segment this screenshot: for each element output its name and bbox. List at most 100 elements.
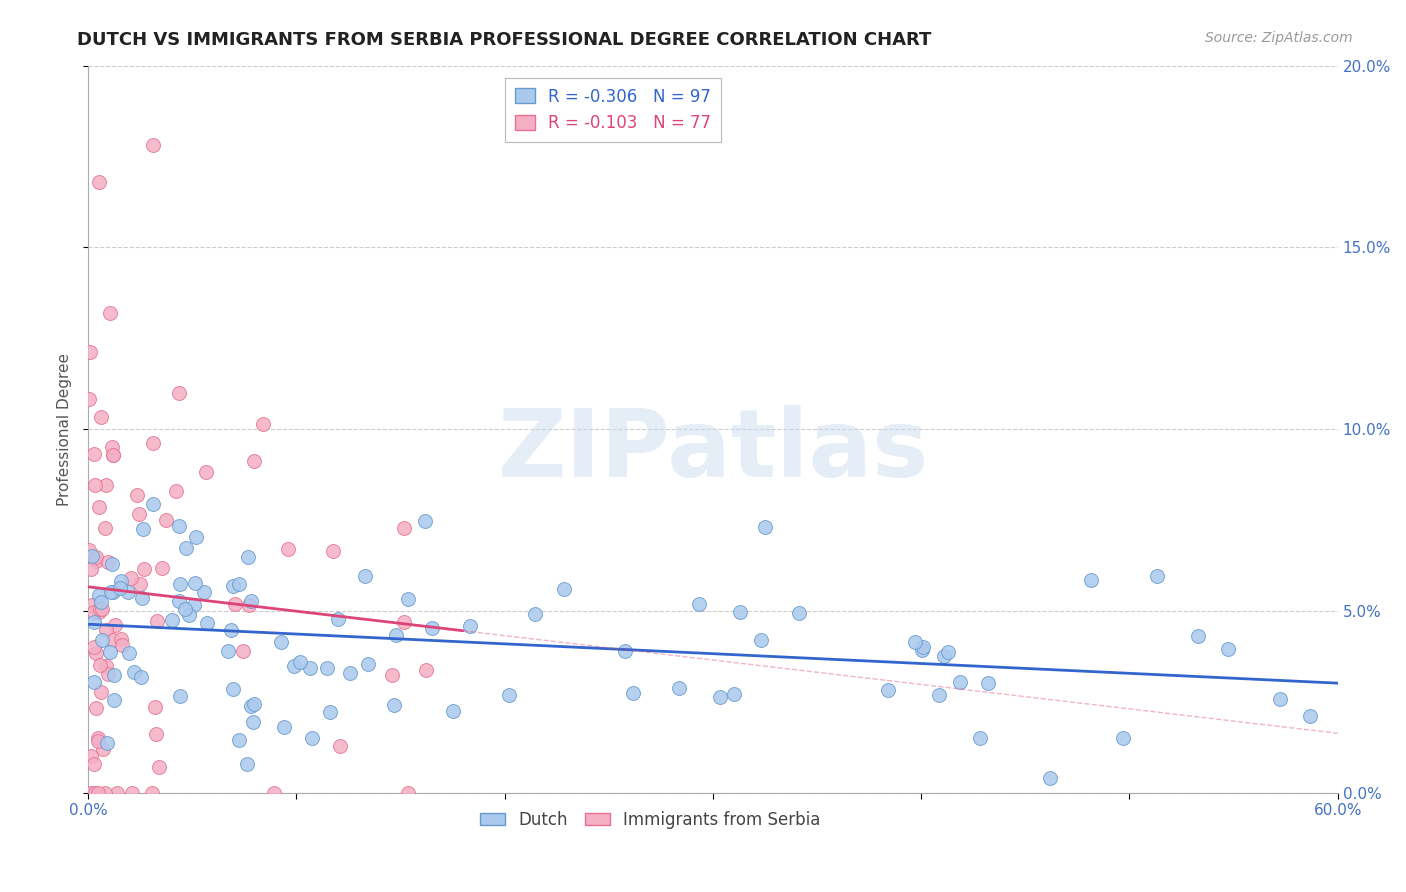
Point xyxy=(103,633,125,648)
Point xyxy=(1298,709,1320,723)
Point xyxy=(100,585,122,599)
Point xyxy=(236,549,259,564)
Point xyxy=(221,681,243,696)
Point xyxy=(277,542,299,557)
Point xyxy=(934,648,956,663)
Y-axis label: Professional Degree: Professional Degree xyxy=(58,352,72,506)
Point xyxy=(186,530,208,544)
Point xyxy=(127,487,149,501)
Point xyxy=(103,448,125,462)
Point xyxy=(120,571,142,585)
Point xyxy=(146,615,169,629)
Point xyxy=(100,440,122,454)
Legend: Dutch, Immigrants from Serbia: Dutch, Immigrants from Serbia xyxy=(474,804,827,835)
Point xyxy=(79,345,101,359)
Point xyxy=(160,613,183,627)
Point xyxy=(169,577,191,591)
Point xyxy=(420,621,443,635)
Point xyxy=(83,477,105,491)
Point xyxy=(110,632,132,647)
Point xyxy=(155,513,177,527)
Point xyxy=(232,643,254,657)
Point xyxy=(174,541,197,555)
Point xyxy=(83,605,105,619)
Point xyxy=(723,687,745,701)
Point xyxy=(263,786,285,800)
Point xyxy=(90,684,112,698)
Point xyxy=(83,446,105,460)
Point xyxy=(80,562,103,576)
Point xyxy=(89,658,111,673)
Point xyxy=(668,681,690,695)
Point xyxy=(87,786,110,800)
Point xyxy=(167,519,190,533)
Point xyxy=(243,697,266,711)
Point xyxy=(86,700,108,714)
Point xyxy=(240,699,263,714)
Point xyxy=(105,786,128,800)
Point xyxy=(90,595,112,609)
Point xyxy=(385,628,408,642)
Point xyxy=(83,615,105,629)
Point xyxy=(129,576,152,591)
Point xyxy=(441,704,464,718)
Point xyxy=(97,666,120,681)
Point xyxy=(87,731,110,746)
Point xyxy=(1039,771,1062,785)
Point xyxy=(93,786,115,800)
Point xyxy=(80,599,103,613)
Point xyxy=(787,606,810,620)
Point xyxy=(101,449,124,463)
Point xyxy=(228,732,250,747)
Point xyxy=(83,674,105,689)
Point xyxy=(238,598,260,612)
Point xyxy=(93,521,115,535)
Point xyxy=(132,523,155,537)
Point xyxy=(1080,574,1102,588)
Point xyxy=(173,602,195,616)
Point xyxy=(328,739,350,754)
Point xyxy=(87,588,110,602)
Point xyxy=(415,514,437,528)
Point xyxy=(709,690,731,704)
Point xyxy=(381,668,404,682)
Point xyxy=(298,661,321,675)
Point xyxy=(949,674,972,689)
Point xyxy=(87,734,110,748)
Text: DUTCH VS IMMIGRANTS FROM SERBIA PROFESSIONAL DEGREE CORRELATION CHART: DUTCH VS IMMIGRANTS FROM SERBIA PROFESSI… xyxy=(77,31,932,49)
Point xyxy=(197,615,219,630)
Point xyxy=(128,507,150,521)
Point xyxy=(117,584,139,599)
Point xyxy=(357,657,380,672)
Text: ZIPatlas: ZIPatlas xyxy=(498,405,928,497)
Point xyxy=(288,655,311,669)
Point xyxy=(169,690,191,704)
Point xyxy=(150,561,173,575)
Point xyxy=(103,667,125,681)
Point xyxy=(148,760,170,774)
Point xyxy=(904,634,927,648)
Point xyxy=(236,757,259,772)
Point xyxy=(1146,569,1168,583)
Point xyxy=(98,306,121,320)
Point xyxy=(77,392,100,406)
Point xyxy=(86,554,108,568)
Point xyxy=(1187,629,1209,643)
Point xyxy=(96,623,118,637)
Point xyxy=(89,601,111,615)
Point xyxy=(195,465,218,479)
Point xyxy=(252,417,274,431)
Point xyxy=(122,665,145,679)
Point xyxy=(87,175,110,189)
Point xyxy=(224,597,246,611)
Point xyxy=(614,644,637,658)
Point xyxy=(396,591,419,606)
Point xyxy=(1268,692,1291,706)
Point xyxy=(142,497,165,511)
Point xyxy=(110,574,132,588)
Point xyxy=(219,623,242,637)
Point xyxy=(104,617,127,632)
Point xyxy=(94,659,117,673)
Point xyxy=(142,137,165,152)
Point xyxy=(242,714,264,729)
